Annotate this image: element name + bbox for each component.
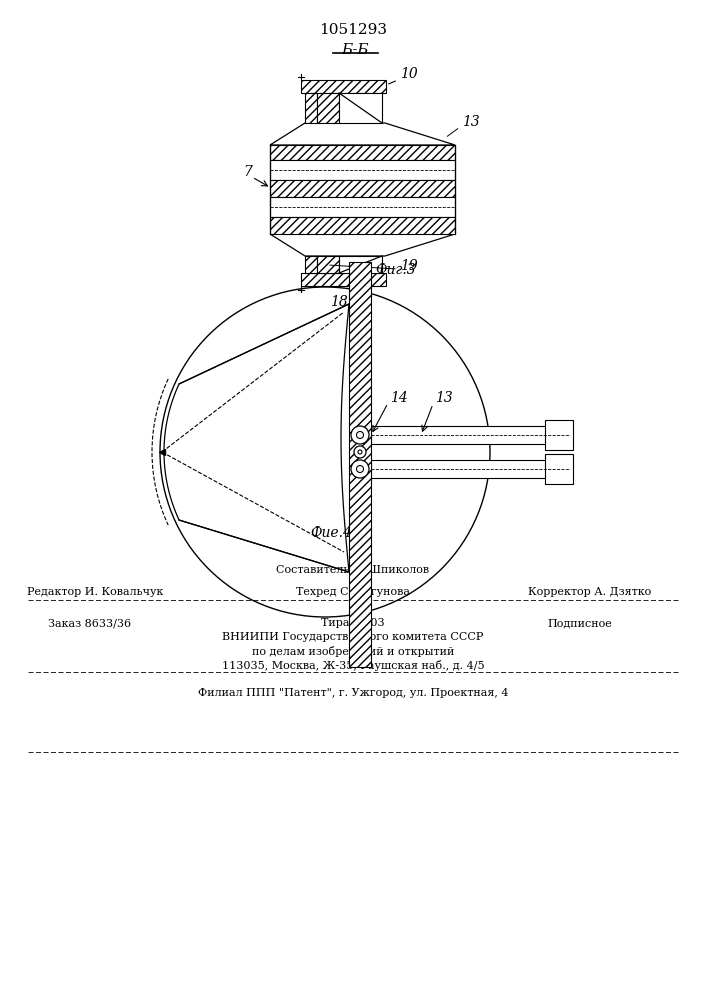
Text: Редактор И. Ковальчук: Редактор И. Ковальчук xyxy=(27,587,163,597)
Text: Фие.4: Фие.4 xyxy=(310,526,352,540)
Text: Составитель А. Шпиколов: Составитель А. Шпиколов xyxy=(276,565,430,575)
Text: по делам изобретений и открытий: по делам изобретений и открытий xyxy=(252,646,454,657)
Bar xyxy=(317,256,339,273)
Bar xyxy=(270,145,455,160)
Bar xyxy=(545,420,573,450)
Text: 113035, Москва, Ж-35, Раушская наб., д. 4/5: 113035, Москва, Ж-35, Раушская наб., д. … xyxy=(222,660,484,671)
Circle shape xyxy=(351,460,369,478)
Text: Подписное: Подписное xyxy=(548,618,612,628)
Bar xyxy=(317,93,339,123)
Circle shape xyxy=(351,426,369,444)
Bar xyxy=(339,93,382,123)
Text: Б-Б: Б-Б xyxy=(341,43,369,57)
Bar xyxy=(339,256,382,273)
Text: Фиг.3: Фиг.3 xyxy=(375,263,416,277)
Circle shape xyxy=(354,446,366,458)
Polygon shape xyxy=(164,304,349,572)
Text: Филиал ППП "Патент", г. Ужгород, ул. Проектная, 4: Филиал ППП "Патент", г. Ужгород, ул. Про… xyxy=(198,688,508,698)
Bar xyxy=(305,93,317,123)
Bar xyxy=(371,426,570,444)
Circle shape xyxy=(356,466,363,473)
Text: ВНИИПИ Государственного комитета СССР: ВНИИПИ Государственного комитета СССР xyxy=(222,632,484,642)
Polygon shape xyxy=(270,234,455,256)
Bar xyxy=(545,454,573,484)
Text: 13: 13 xyxy=(462,115,480,129)
Text: Тираж 603: Тираж 603 xyxy=(321,618,385,628)
Text: 7: 7 xyxy=(243,165,252,179)
Text: 10: 10 xyxy=(400,67,418,81)
Bar xyxy=(270,217,455,234)
Text: Техред С.Мигунова: Техред С.Мигунова xyxy=(296,587,410,597)
Text: 1051293: 1051293 xyxy=(319,23,387,37)
Bar xyxy=(270,180,455,197)
Text: Заказ 8633/36: Заказ 8633/36 xyxy=(49,618,132,628)
Circle shape xyxy=(358,450,362,454)
Bar xyxy=(301,80,386,93)
Bar xyxy=(305,256,317,273)
Text: 13: 13 xyxy=(435,391,452,405)
Bar xyxy=(270,197,455,217)
Bar xyxy=(270,160,455,180)
Bar xyxy=(349,262,371,667)
Text: 18: 18 xyxy=(330,295,348,309)
Text: 19: 19 xyxy=(400,259,418,273)
Bar xyxy=(301,273,386,286)
Circle shape xyxy=(356,432,363,438)
Text: 14: 14 xyxy=(390,391,408,405)
Text: Корректор А. Дзятко: Корректор А. Дзятко xyxy=(528,587,652,597)
Polygon shape xyxy=(270,123,455,145)
Bar xyxy=(371,460,570,478)
